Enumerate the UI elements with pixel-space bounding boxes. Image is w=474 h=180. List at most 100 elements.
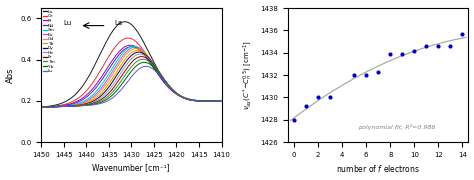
Line: Dy: Dy	[18, 52, 230, 108]
Eu	[61, 105, 66, 107]
Ho	[125, 62, 130, 65]
Line: Yb: Yb	[18, 62, 230, 108]
Er	[16, 107, 21, 109]
Text: Lu: Lu	[64, 20, 72, 26]
Sm	[228, 99, 233, 102]
Line: La: La	[18, 22, 230, 108]
Ce	[22, 107, 27, 109]
Nd	[22, 107, 27, 109]
Point	[459, 32, 466, 35]
Lu	[22, 107, 27, 109]
Tm	[22, 107, 27, 109]
Dy	[16, 107, 21, 109]
Er	[217, 100, 223, 102]
Point	[314, 96, 322, 99]
Ho	[61, 105, 66, 107]
Lu	[228, 99, 233, 102]
Gd	[22, 107, 27, 109]
Eu	[125, 50, 130, 52]
Point	[386, 52, 394, 55]
Tb	[61, 105, 66, 107]
Gd	[130, 48, 136, 50]
Line: Ce: Ce	[18, 38, 230, 108]
Ce	[125, 37, 130, 39]
Ho	[137, 53, 143, 55]
Nd	[129, 46, 135, 48]
Tb	[125, 55, 130, 58]
Er	[228, 99, 233, 102]
Gd	[22, 107, 27, 109]
Line: Ho: Ho	[18, 54, 230, 108]
Eu	[217, 100, 223, 102]
Ho	[217, 100, 223, 102]
Eu	[16, 107, 21, 109]
Dy	[217, 100, 223, 102]
Yb	[16, 107, 21, 109]
Point	[435, 45, 442, 48]
Pr	[22, 107, 27, 109]
Ce	[22, 107, 27, 109]
Tm	[140, 58, 146, 60]
Pr	[130, 45, 136, 47]
Point	[374, 70, 382, 73]
Point	[447, 45, 454, 48]
Point	[422, 45, 430, 48]
Ce	[16, 107, 21, 109]
Yb	[141, 61, 147, 63]
Legend: La, Ce, Pr, Nd, Sm, Eu, Gd, Tb, Dy, Ho, Er, Tm, Yb, Lu: La, Ce, Pr, Nd, Sm, Eu, Gd, Tb, Dy, Ho, …	[42, 9, 55, 74]
Line: Nd: Nd	[18, 47, 230, 108]
Lu	[143, 65, 149, 67]
La	[228, 99, 233, 102]
Text: La: La	[114, 20, 122, 26]
Dy	[136, 51, 142, 53]
Dy	[61, 105, 66, 107]
Lu	[22, 107, 27, 109]
Pr	[128, 44, 133, 46]
Gd	[61, 105, 66, 107]
Sm	[131, 45, 137, 47]
Line: Er: Er	[18, 57, 230, 108]
La	[122, 21, 128, 23]
Pr	[217, 100, 223, 102]
Line: Tm: Tm	[18, 59, 230, 108]
Eu	[130, 46, 136, 48]
Ce	[125, 37, 131, 39]
Sm	[217, 100, 223, 102]
Dy	[130, 53, 136, 55]
Er	[22, 107, 27, 109]
Line: Gd: Gd	[18, 49, 230, 108]
Tm	[217, 100, 223, 102]
Er	[125, 67, 130, 69]
Point	[363, 74, 370, 76]
Pr	[22, 107, 27, 109]
Tm	[125, 71, 130, 73]
Line: Sm: Sm	[18, 46, 230, 108]
Eu	[22, 107, 27, 109]
Tb	[228, 99, 233, 102]
La	[130, 25, 136, 27]
Ho	[228, 99, 233, 102]
Point	[350, 74, 358, 76]
Lu	[217, 100, 223, 102]
Pr	[125, 45, 130, 47]
Yb	[130, 68, 136, 70]
Point	[399, 52, 406, 55]
La	[16, 107, 21, 109]
Sm	[22, 107, 27, 109]
Yb	[61, 105, 66, 108]
Tm	[61, 105, 66, 108]
La	[61, 101, 66, 103]
Line: Lu: Lu	[18, 66, 230, 108]
Tm	[228, 99, 233, 102]
Dy	[22, 107, 27, 109]
Tb	[130, 51, 136, 53]
Sm	[125, 48, 130, 50]
Sm	[16, 107, 21, 109]
Sm	[61, 105, 66, 107]
Sm	[22, 107, 27, 109]
Nd	[16, 107, 21, 109]
Tb	[22, 107, 27, 109]
Dy	[22, 107, 27, 109]
Point	[326, 96, 334, 99]
Er	[130, 60, 136, 62]
